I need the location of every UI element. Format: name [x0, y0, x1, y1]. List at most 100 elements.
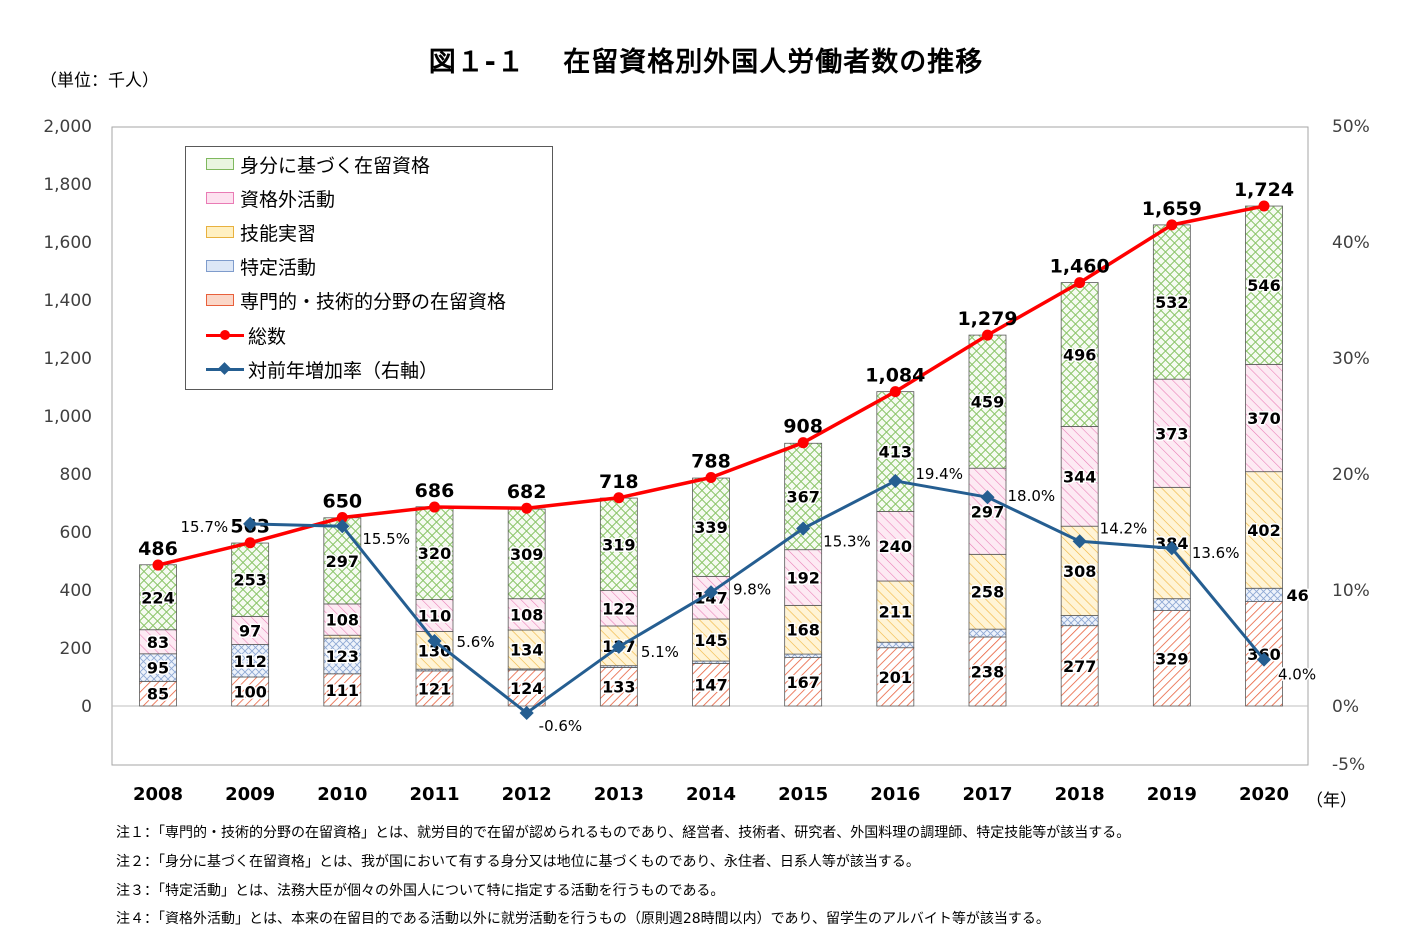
unit-label: （単位：千人）: [40, 71, 159, 91]
growth-marker: [888, 473, 903, 489]
bar-value-label: 111: [326, 681, 359, 700]
total-value-label: 1,460: [1050, 256, 1110, 278]
bar-segment-non_status: [507, 598, 546, 631]
bar-value-label: 133: [602, 678, 635, 697]
total-value-label: 682: [507, 481, 547, 503]
legend-item-growth: 対前年増加率（右軸）: [206, 356, 438, 382]
legend-label-growth: 対前年増加率（右軸）: [248, 359, 439, 382]
legend-swatch-designated: [206, 260, 234, 272]
growth-value-label: 15.3%: [823, 533, 871, 551]
total-marker: [1074, 277, 1086, 289]
bar-segment-professional: [323, 673, 362, 707]
bar-segment-non_status: [599, 590, 638, 627]
bar-value-label: 320: [418, 544, 451, 563]
bar-value-label: 297: [971, 502, 1004, 521]
total-value-label: 650: [322, 491, 362, 513]
y-tick-label-right: 10%: [1332, 581, 1370, 601]
total-value-label: 686: [415, 480, 455, 502]
total-marker: [613, 492, 625, 504]
bar-value-label: 83: [147, 633, 169, 652]
x-tick-label: 2013: [594, 784, 644, 805]
growth-marker: [1164, 541, 1179, 556]
bar-value-label: 85: [147, 685, 169, 704]
bar-segment-trainee: [323, 634, 362, 639]
plot-frame: [111, 126, 1309, 766]
y-tick-label-left: 800: [60, 465, 92, 485]
bar-labels: 8510011112112413314716720123827732936095…: [140, 275, 1310, 705]
x-tick-label: 2009: [225, 784, 275, 805]
legend-swatch-professional: [206, 294, 234, 306]
total-marker: [982, 329, 993, 341]
bar-value-label: 97: [239, 621, 261, 640]
bar-value-label: 319: [602, 535, 635, 554]
x-tick-label: 2008: [133, 784, 183, 805]
total-value-label: 788: [691, 450, 731, 472]
bar-segment-identity: [599, 497, 638, 591]
y-tick-label-right: 40%: [1332, 233, 1370, 253]
bar-value-label: 459: [971, 393, 1004, 412]
y-tick-label-left: 1,600: [43, 233, 92, 253]
legend-item-trainee: 技能実習: [206, 219, 316, 245]
bar-value-label: 95: [147, 659, 169, 678]
bar-value-label: 211: [879, 603, 912, 622]
bar-segment-trainee: [968, 553, 1007, 630]
x-tick-label: 2015: [778, 784, 828, 805]
bar-value-label: 145: [694, 631, 727, 650]
bar-value-label: 238: [971, 662, 1004, 681]
y-tick-label-left: 0: [81, 697, 92, 717]
bar-value-label: 309: [510, 545, 543, 564]
note-2: 注２：「身分に基づく在留資格」とは、我が国において有する身分又は地位に基づくもの…: [116, 854, 920, 870]
note-4: 注４：「資格外活動」とは、本来の在留目的である活動以外に就労活動を行うもの（原則…: [116, 911, 1050, 927]
growth-marker: [980, 490, 995, 505]
growth-marker: [427, 633, 442, 649]
bar-segment-professional: [968, 636, 1007, 707]
bar-segment-identity: [968, 334, 1007, 469]
bar-segment-professional: [599, 667, 638, 707]
growth-marker: [611, 639, 626, 654]
bar-segment-identity: [1060, 282, 1099, 427]
bar-segment-trainee: [1245, 471, 1283, 589]
bar-segment-non_status: [1152, 378, 1191, 488]
bar-value-label: 496: [1063, 346, 1096, 365]
bar-segment-non_status: [784, 549, 823, 606]
total-value-label: 1,084: [865, 365, 925, 387]
bar-segment-professional: [139, 680, 177, 707]
legend-label-designated: 特定活動: [240, 256, 317, 279]
y-tick-label-left: 200: [60, 639, 92, 659]
bar-segment-designated: [1245, 587, 1283, 603]
growth-value-label: 18.0%: [1008, 487, 1056, 505]
growth-value-label: 14.2%: [1100, 519, 1148, 537]
growth-marker: [796, 521, 811, 536]
bar-value-label: 240: [879, 537, 912, 556]
growth-value-label: -0.6%: [539, 717, 583, 735]
x-tick-label: 2019: [1147, 784, 1197, 805]
total-marker: [889, 386, 901, 398]
bar-value-label: 413: [879, 443, 912, 462]
y-tick-label-left: 1,400: [43, 291, 92, 311]
bar-segment-non_status: [231, 615, 270, 645]
legend: 身分に基づく在留資格 資格外活動 技能実習 特定活動 専門的・技術的分野の在留資…: [185, 146, 553, 390]
x-tick-label: 2011: [409, 784, 459, 805]
legend-item-designated: 特定活動: [206, 253, 316, 279]
bar-segment-identity: [1152, 224, 1191, 380]
bar-value-label: 532: [1155, 293, 1188, 312]
total-marker: [705, 471, 717, 483]
bar-value-label: 123: [326, 647, 359, 666]
x-tick-label: 2020: [1239, 784, 1289, 805]
note-1: 注１：「専門的・技術的分野の在留資格」とは、就労目的で在留が認められるものであり…: [116, 825, 1131, 841]
bar-segment-professional: [1152, 610, 1191, 707]
bar-value-label: 277: [1063, 657, 1096, 676]
y-tick-label-right: 50%: [1332, 117, 1370, 137]
bar-value-label: 46: [1287, 586, 1309, 605]
bar-segment-identity: [139, 564, 177, 631]
y-axis-right: -5% 0% 10% 20% 30% 40% 50%: [1332, 117, 1370, 775]
bar-value-label: 339: [694, 518, 727, 537]
y-tick-label-left: 1,000: [43, 407, 92, 427]
growth-marker: [243, 516, 258, 531]
bar-segment-trainee: [876, 580, 915, 643]
bar-segment-professional: [507, 669, 546, 707]
bar-segment-identity: [507, 508, 546, 600]
bar-value-label: 108: [326, 611, 359, 630]
total-marker: [1166, 219, 1178, 231]
